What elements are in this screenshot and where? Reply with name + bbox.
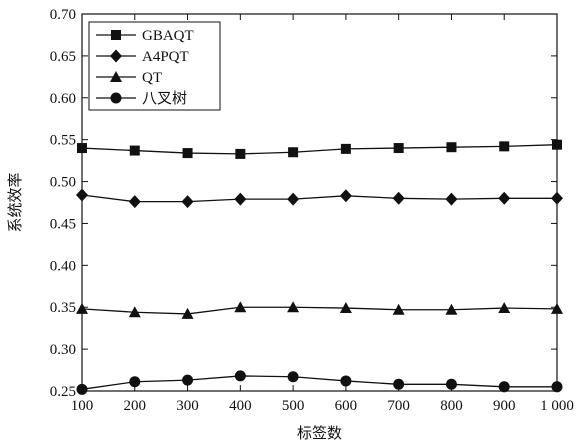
x-tick-label: 500	[282, 398, 305, 414]
x-tick-label: 800	[440, 398, 463, 414]
x-tick-label: 100	[71, 398, 94, 414]
x-tick-label: 200	[124, 398, 147, 414]
data-point	[128, 306, 141, 318]
x-axis: 100 200 300 400 500 600 700 800 900 1 000	[71, 14, 574, 414]
data-point	[340, 375, 352, 387]
data-point	[551, 381, 563, 393]
legend-marker	[111, 30, 121, 40]
data-point	[499, 141, 510, 152]
x-tick-label: 1 000	[540, 398, 574, 414]
data-point	[498, 191, 511, 205]
x-axis-title: 标签数	[297, 424, 342, 442]
data-point	[393, 143, 404, 154]
data-point	[129, 376, 141, 388]
series-line	[81, 144, 558, 155]
data-point	[129, 145, 140, 156]
x-tick-label: 900	[493, 398, 516, 414]
data-point	[76, 302, 88, 314]
data-point	[128, 195, 141, 209]
data-point	[551, 191, 563, 205]
series-line	[81, 194, 557, 203]
legend-box	[88, 21, 221, 111]
data-point	[287, 192, 300, 206]
legend-label: A4PQT	[142, 49, 189, 65]
x-tick-label: 600	[335, 398, 358, 414]
data-point	[339, 189, 352, 203]
data-point	[181, 307, 194, 319]
legend-marker	[110, 71, 122, 82]
series-1	[77, 139, 562, 159]
y-tick-label: 0.45	[50, 216, 76, 232]
y-tick-label: 0.55	[50, 133, 76, 149]
legend-label: QT	[142, 70, 162, 86]
data-point	[76, 188, 88, 202]
data-point	[234, 370, 246, 382]
data-point	[446, 142, 457, 153]
data-point	[234, 192, 247, 206]
y-tick-label: 0.40	[50, 258, 76, 274]
y-tick-label: 0.50	[50, 175, 76, 191]
y-tick-label: 0.35	[50, 300, 76, 316]
series-3	[76, 301, 563, 319]
data-point	[182, 374, 194, 386]
data-point	[340, 143, 351, 154]
data-point	[392, 303, 405, 315]
data-point	[393, 378, 405, 390]
y-axis-title: 系统效率	[6, 172, 24, 232]
data-point	[445, 378, 457, 390]
data-point	[445, 303, 458, 315]
series-4	[76, 370, 563, 395]
y-tick-label: 0.70	[50, 7, 76, 23]
x-tick-label: 700	[387, 398, 410, 414]
data-point	[498, 381, 510, 393]
data-point	[551, 302, 563, 314]
x-tick-label: 300	[176, 398, 199, 414]
data-point	[445, 192, 458, 206]
y-tick-label: 0.60	[50, 91, 76, 107]
data-point	[234, 301, 247, 313]
legend-label: 八叉树	[142, 89, 187, 107]
series-line	[81, 306, 558, 315]
legend-marker	[110, 92, 122, 104]
data-point	[287, 301, 300, 313]
y-tick-label: 0.30	[50, 342, 76, 358]
x-tick-label: 400	[229, 398, 252, 414]
legend: GBAQT A4PQT QT 八叉树	[88, 21, 221, 111]
series-2	[76, 188, 563, 209]
data-point	[235, 148, 246, 159]
data-point	[498, 302, 511, 314]
legend-label: GBAQT	[142, 28, 194, 44]
data-point	[287, 371, 299, 383]
series-layer	[76, 139, 563, 395]
data-point	[552, 139, 562, 150]
legend-marker	[110, 49, 122, 63]
y-tick-label: 0.25	[50, 384, 76, 400]
data-point	[392, 191, 405, 205]
data-point	[181, 195, 194, 209]
data-point	[339, 302, 352, 314]
y-axis: 0.25 0.30 0.35 0.40 0.45 0.50 0.55 0.60 0.65 0.70	[50, 7, 557, 400]
y-tick-label: 0.65	[50, 49, 76, 65]
data-point	[182, 148, 193, 159]
data-point	[77, 143, 87, 154]
series-line	[81, 375, 557, 390]
data-point	[76, 383, 88, 395]
data-point	[288, 147, 299, 158]
